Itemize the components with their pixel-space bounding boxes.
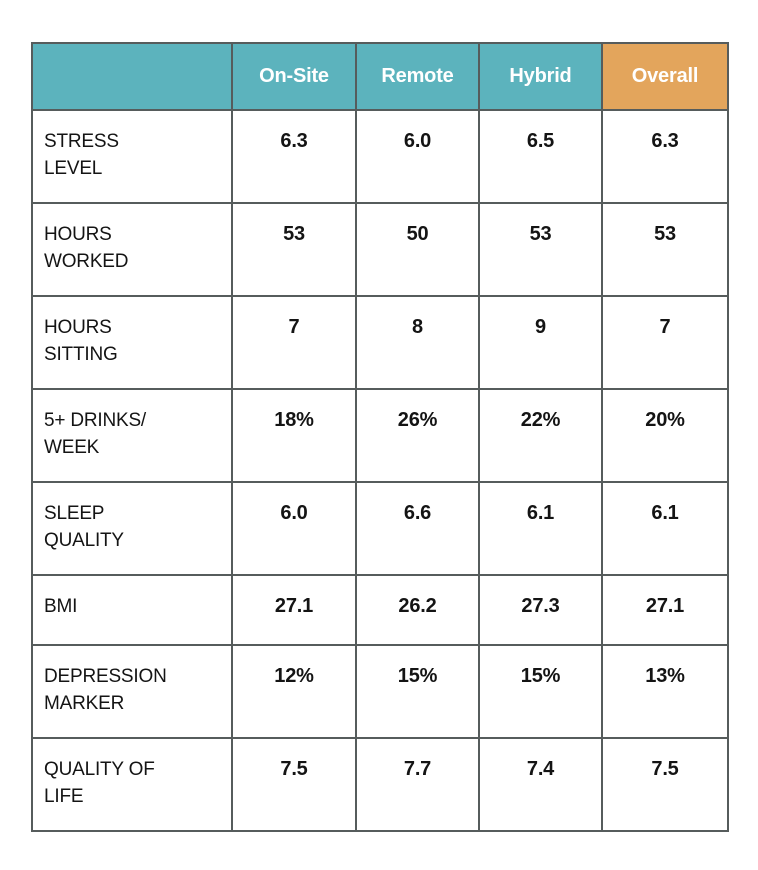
cell-value: 15%	[478, 644, 603, 739]
table-row-hours-sitting: HOURS SITTING 7 8 9 7	[31, 295, 729, 390]
cell-value: 7.4	[478, 737, 603, 832]
cell-value: 53	[478, 202, 603, 297]
cell-value: 27.1	[231, 574, 357, 646]
cell-value: 7	[601, 295, 729, 390]
cell-value: 15%	[355, 644, 480, 739]
cell-value: 26.2	[355, 574, 480, 646]
column-header-hybrid: Hybrid	[478, 42, 603, 111]
row-label: SLEEP QUALITY	[31, 481, 233, 576]
cell-value: 6.0	[355, 109, 480, 204]
cell-value: 12%	[231, 644, 357, 739]
table-row-sleep-quality: SLEEP QUALITY 6.0 6.6 6.1 6.1	[31, 481, 729, 576]
cell-value: 22%	[478, 388, 603, 483]
cell-value: 6.5	[478, 109, 603, 204]
cell-value: 27.1	[601, 574, 729, 646]
cell-value: 13%	[601, 644, 729, 739]
cell-value: 53	[601, 202, 729, 297]
cell-value: 50	[355, 202, 480, 297]
row-label: HOURS SITTING	[31, 295, 233, 390]
work-mode-health-metrics-table: On-Site Remote Hybrid Overall STRESS LEV…	[31, 42, 729, 832]
row-label: STRESS LEVEL	[31, 109, 233, 204]
column-header-on-site: On-Site	[231, 42, 357, 111]
cell-value: 7.5	[231, 737, 357, 832]
cell-value: 6.1	[601, 481, 729, 576]
row-label: HOURS WORKED	[31, 202, 233, 297]
row-label: BMI	[31, 574, 233, 646]
cell-value: 53	[231, 202, 357, 297]
table-row-hours-worked: HOURS WORKED 53 50 53 53	[31, 202, 729, 297]
table-row-stress-level: STRESS LEVEL 6.3 6.0 6.5 6.3	[31, 109, 729, 204]
cell-value: 6.6	[355, 481, 480, 576]
header-corner-cell	[31, 42, 233, 111]
cell-value: 27.3	[478, 574, 603, 646]
cell-value: 18%	[231, 388, 357, 483]
cell-value: 7	[231, 295, 357, 390]
cell-value: 8	[355, 295, 480, 390]
cell-value: 7.5	[601, 737, 729, 832]
table-row-depression-marker: DEPRESSION MARKER 12% 15% 15% 13%	[31, 644, 729, 739]
table-row-drinks-week: 5+ DRINKS/ WEEK 18% 26% 22% 20%	[31, 388, 729, 483]
row-label: QUALITY OF LIFE	[31, 737, 233, 832]
table-row-bmi: BMI 27.1 26.2 27.3 27.1	[31, 574, 729, 646]
cell-value: 7.7	[355, 737, 480, 832]
table-row-quality-of-life: QUALITY OF LIFE 7.5 7.7 7.4 7.5	[31, 737, 729, 832]
column-header-remote: Remote	[355, 42, 480, 111]
row-label: 5+ DRINKS/ WEEK	[31, 388, 233, 483]
cell-value: 9	[478, 295, 603, 390]
cell-value: 6.1	[478, 481, 603, 576]
cell-value: 6.3	[231, 109, 357, 204]
cell-value: 6.0	[231, 481, 357, 576]
cell-value: 20%	[601, 388, 729, 483]
row-label: DEPRESSION MARKER	[31, 644, 233, 739]
header-row: On-Site Remote Hybrid Overall	[31, 42, 729, 111]
cell-value: 6.3	[601, 109, 729, 204]
column-header-overall: Overall	[601, 42, 729, 111]
cell-value: 26%	[355, 388, 480, 483]
